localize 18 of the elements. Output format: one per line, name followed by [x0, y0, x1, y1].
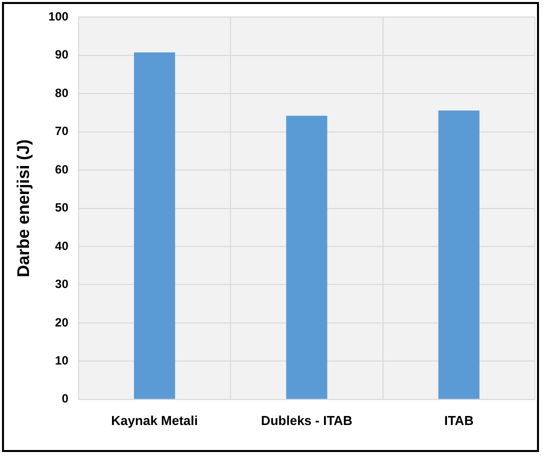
y-tick-label: 90	[55, 48, 69, 62]
x-tick-label: Kaynak Metali	[111, 412, 198, 428]
y-tick-label: 20	[55, 315, 69, 330]
y-tick-label: 40	[55, 238, 69, 253]
bar	[286, 116, 328, 399]
y-tick-label: 70	[55, 124, 69, 138]
y-tick-label: 10	[55, 353, 69, 368]
y-tick-label: 80	[55, 86, 69, 100]
y-tick-label: 50	[55, 200, 69, 215]
x-tick-label: ITAB	[444, 412, 474, 428]
y-tick-label: 30	[55, 277, 69, 292]
bar	[438, 110, 480, 399]
x-tick-label: Dubleks - ITAB	[260, 412, 352, 428]
y-tick-label: 60	[55, 162, 69, 176]
y-axis-title: Darbe enerjisi (J)	[14, 139, 33, 278]
y-tick-label: 100	[48, 10, 69, 24]
y-tick-label: 0	[62, 392, 69, 406]
bar	[134, 52, 176, 399]
